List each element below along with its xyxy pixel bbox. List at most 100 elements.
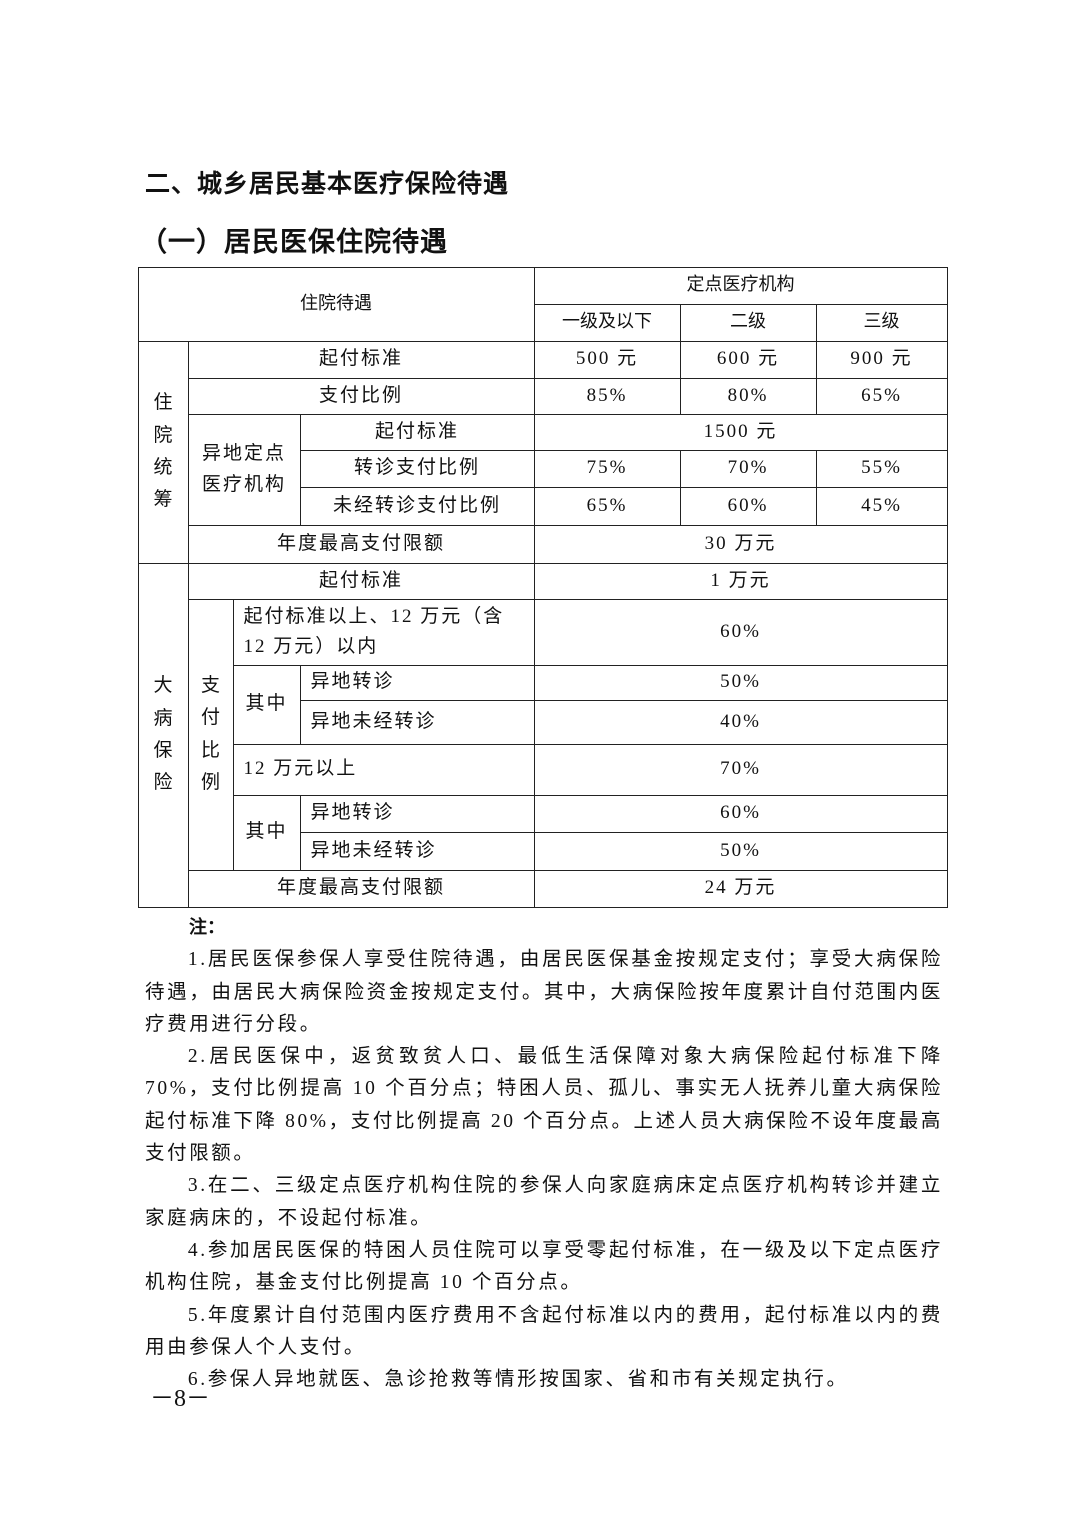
group-critical-illness-text: 大病保险 — [153, 675, 175, 794]
row-label-text: 其中 — [245, 821, 288, 843]
cell-value-text: 70% — [720, 758, 761, 780]
group-inpatient-pooling-text: 住院统筹 — [153, 392, 175, 511]
table-header-level-1: 一级及以下 — [533, 303, 681, 342]
group-offsite-text: 异地定点医疗机构 — [201, 443, 286, 495]
cell-value-text: 85% — [586, 384, 628, 406]
group-payment-ratio-text: 支付比例 — [201, 674, 223, 793]
table-cell-value: 65% — [815, 377, 948, 415]
cell-value-text: 30 万元 — [704, 532, 777, 554]
cell-value-text: 70% — [727, 457, 769, 479]
cell-value-text: 65% — [861, 384, 902, 406]
cell-value-text: 900 元 — [850, 348, 913, 370]
row-label-text: 年度最高支付限额 — [276, 877, 445, 899]
table-cell-value: 500 元 — [533, 340, 681, 379]
table-cell-value: 45% — [815, 486, 948, 526]
note-1: 1.居民医保参保人享受住院待遇，由居民医保基金按规定支付；享受大病保险待遇，由居… — [145, 949, 943, 1035]
table-cell-value: 60% — [533, 794, 948, 833]
table-header-institutions: 定点医疗机构 — [533, 266, 948, 305]
table-cell-value: 40% — [533, 699, 948, 745]
note-6: 6.参保人异地就医、急诊抢救等情形按国家、省和市有关规定执行。 — [187, 1369, 849, 1391]
cell-value-text: 600 元 — [716, 348, 780, 370]
row-label-text: 起付标准 — [318, 348, 403, 370]
table-cell-value: 50% — [533, 664, 948, 701]
row-label-text: 年度最高支付限额 — [276, 532, 445, 554]
row-label-text: 转诊支付比例 — [353, 457, 480, 479]
header-institutions-text: 定点医疗机构 — [686, 274, 795, 296]
notes: 注： 1.居民医保参保人享受住院待遇，由居民医保基金按规定支付；享受大病保险待遇… — [145, 912, 943, 1396]
row-label-text: 异地转诊 — [310, 802, 395, 824]
cell-value-text: 50% — [720, 671, 761, 693]
cell-value-text: 500 元 — [575, 348, 639, 370]
table-row-label: 其中 — [232, 794, 301, 871]
header-level-2-text: 二级 — [730, 311, 766, 333]
cell-value-text: 75% — [586, 457, 628, 479]
table-cell-value: 900 元 — [815, 340, 948, 379]
table-row-label: 12 万元以上 — [232, 743, 535, 796]
table-row-label: 异地转诊 — [299, 664, 535, 701]
table-header-level-3: 三级 — [815, 303, 948, 342]
header-level-1-text: 一级及以下 — [562, 311, 652, 333]
cell-value-text: 1500 元 — [703, 420, 778, 442]
row-label-text: 起付标准以上、12 万元（含 12 万元）以内 — [243, 605, 505, 657]
row-label-text: 支付比例 — [318, 384, 403, 406]
section-title: 二、城乡居民基本医疗保险待遇 — [145, 169, 510, 198]
note-3: 3.在二、三级定点医疗机构住院的参保人向家庭病床定点医疗机构转诊并建立家庭病床的… — [145, 1175, 943, 1229]
note-2: 2.居民医保中，返贫致贫人口、最低生活保障对象大病保险起付标准下降 70%，支付… — [145, 1046, 943, 1165]
table-row-label: 转诊支付比例 — [299, 449, 535, 488]
table-cell-value: 80% — [679, 377, 817, 415]
table-row-label: 起付标准 — [299, 413, 535, 451]
row-label-text: 其中 — [245, 693, 288, 715]
page-number: －8－ — [150, 1386, 210, 1412]
table-cell-value: 600 元 — [679, 340, 817, 379]
cell-value-text: 60% — [720, 802, 761, 824]
table-header-level-2: 二级 — [679, 303, 817, 342]
table-row-label: 异地未经转诊 — [299, 699, 535, 745]
table-cell-value: 65% — [533, 486, 681, 526]
row-label-text: 异地未经转诊 — [310, 839, 437, 861]
table-row-label: 未经转诊支付比例 — [299, 486, 535, 526]
table-row-label: 支付比例 — [187, 377, 535, 415]
cell-value-text: 60% — [727, 494, 769, 516]
row-label-text: 12 万元以上 — [243, 758, 358, 780]
table-cell-value: 1 万元 — [533, 562, 948, 600]
note-5: 5.年度累计自付范围内医疗费用不含起付标准以内的费用，起付标准以内的费用由参保人… — [145, 1304, 943, 1358]
table-cell-value: 24 万元 — [533, 869, 948, 908]
notes-heading: 注： — [189, 917, 225, 938]
table-cell-value: 70% — [533, 743, 948, 796]
table-row-label: 起付标准 — [187, 340, 535, 379]
table-row-label: 起付标准 — [187, 562, 535, 600]
cell-value-text: 60% — [720, 620, 761, 642]
table-group-payment-ratio: 支付比例 — [187, 598, 234, 871]
header-level-3-text: 三级 — [863, 311, 900, 333]
subsection-title: （一）居民医保住院待遇 — [140, 227, 448, 258]
cell-value-text: 40% — [720, 710, 761, 732]
table-cell-value: 60% — [533, 598, 948, 666]
header-treatment-text: 住院待遇 — [300, 292, 372, 314]
row-label-text: 异地未经转诊 — [310, 710, 437, 732]
table-row-label: 其中 — [232, 664, 301, 745]
table-cell-value: 70% — [679, 449, 817, 488]
table-cell-value: 50% — [533, 831, 948, 871]
cell-value-text: 45% — [861, 494, 902, 516]
table-group-offsite: 异地定点医疗机构 — [187, 413, 301, 526]
row-label-text: 起付标准 — [318, 569, 403, 591]
note-4: 4.参加居民医保的特困人员住院可以享受零起付标准，在一级及以下定点医疗机构住院，… — [145, 1239, 943, 1294]
table-cell-value: 1500 元 — [533, 413, 948, 451]
table-row-label: 起付标准以上、12 万元（含 12 万元）以内 — [232, 598, 535, 666]
table-cell-value: 85% — [533, 377, 681, 415]
table-row-label: 年度最高支付限额 — [187, 869, 535, 908]
cell-value-text: 55% — [861, 457, 902, 479]
table-cell-value: 60% — [679, 486, 817, 526]
table-header-treatment: 住院待遇 — [137, 266, 535, 342]
cell-value-text: 50% — [720, 839, 761, 861]
table-row-label: 年度最高支付限额 — [187, 524, 535, 564]
cell-value-text: 24 万元 — [704, 877, 777, 899]
table-group-critical-illness: 大病保险 — [137, 562, 189, 908]
table-cell-value: 30 万元 — [533, 524, 948, 564]
table-cell-value: 55% — [815, 449, 948, 488]
table-cell-value: 75% — [533, 449, 681, 488]
table-row-label: 异地转诊 — [299, 794, 535, 833]
row-label-text: 起付标准 — [374, 420, 459, 442]
row-label-text: 未经转诊支付比例 — [332, 494, 501, 516]
row-label-text: 异地转诊 — [310, 671, 395, 693]
